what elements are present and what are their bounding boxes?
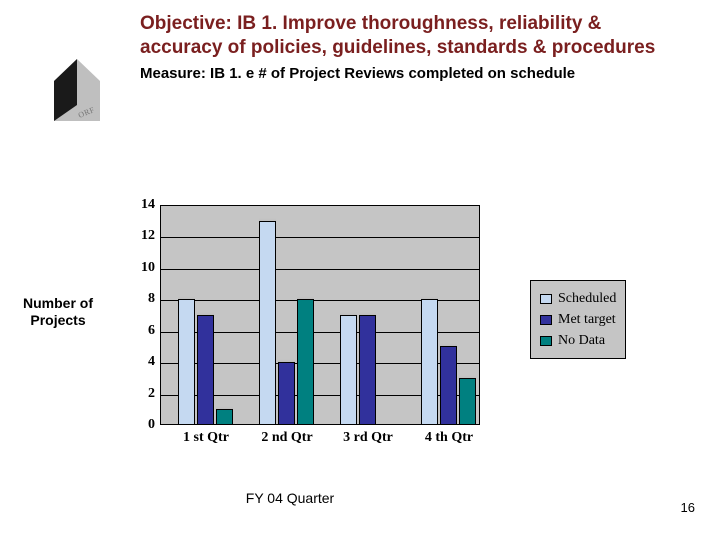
bar: [297, 299, 314, 425]
legend-swatch: [540, 336, 552, 346]
bar: [197, 315, 214, 425]
bar: [216, 409, 233, 425]
x-tick-label: 3 rd Qtr: [328, 430, 408, 446]
bar-chart: 024681012141 st Qtr2 nd Qtr3 rd Qtr4 th …: [120, 205, 520, 465]
bar: [340, 315, 357, 425]
legend-swatch: [540, 315, 552, 325]
y-tick-label: 0: [120, 417, 155, 433]
bar: [178, 299, 195, 425]
legend-swatch: [540, 294, 552, 304]
y-tick-label: 8: [120, 291, 155, 307]
bar: [421, 299, 438, 425]
measure-subtitle: Measure: IB 1. e # of Project Reviews co…: [140, 64, 680, 84]
bar-area: [160, 205, 480, 425]
legend-item: No Data: [540, 330, 616, 351]
legend-label: Scheduled: [558, 288, 616, 309]
y-tick-label: 12: [120, 228, 155, 244]
bar: [259, 221, 276, 425]
y-axis-label: Number of Projects: [8, 295, 108, 329]
x-tick-label: 2 nd Qtr: [247, 430, 327, 446]
objective-title: Objective: IB 1. Improve thoroughness, r…: [140, 12, 680, 60]
y-tick-label: 10: [120, 260, 155, 276]
legend: ScheduledMet targetNo Data: [530, 280, 626, 359]
y-tick-label: 4: [120, 354, 155, 370]
page-number: 16: [681, 500, 695, 515]
bar-group: [171, 205, 241, 425]
legend-label: Met target: [558, 309, 616, 330]
bar: [440, 346, 457, 425]
header: Objective: IB 1. Improve thoroughness, r…: [140, 12, 680, 83]
bar-group: [414, 205, 484, 425]
legend-label: No Data: [558, 330, 605, 351]
bar: [278, 362, 295, 425]
x-tick-label: 4 th Qtr: [409, 430, 489, 446]
bar-group: [252, 205, 322, 425]
bar: [459, 378, 476, 425]
legend-item: Scheduled: [540, 288, 616, 309]
bar-group: [333, 205, 403, 425]
legend-item: Met target: [540, 309, 616, 330]
x-tick-label: 1 st Qtr: [166, 430, 246, 446]
x-axis-label: FY 04 Quarter: [190, 490, 390, 506]
y-tick-label: 2: [120, 386, 155, 402]
bar: [359, 315, 376, 425]
y-tick-label: 6: [120, 323, 155, 339]
y-tick-label: 14: [120, 197, 155, 213]
